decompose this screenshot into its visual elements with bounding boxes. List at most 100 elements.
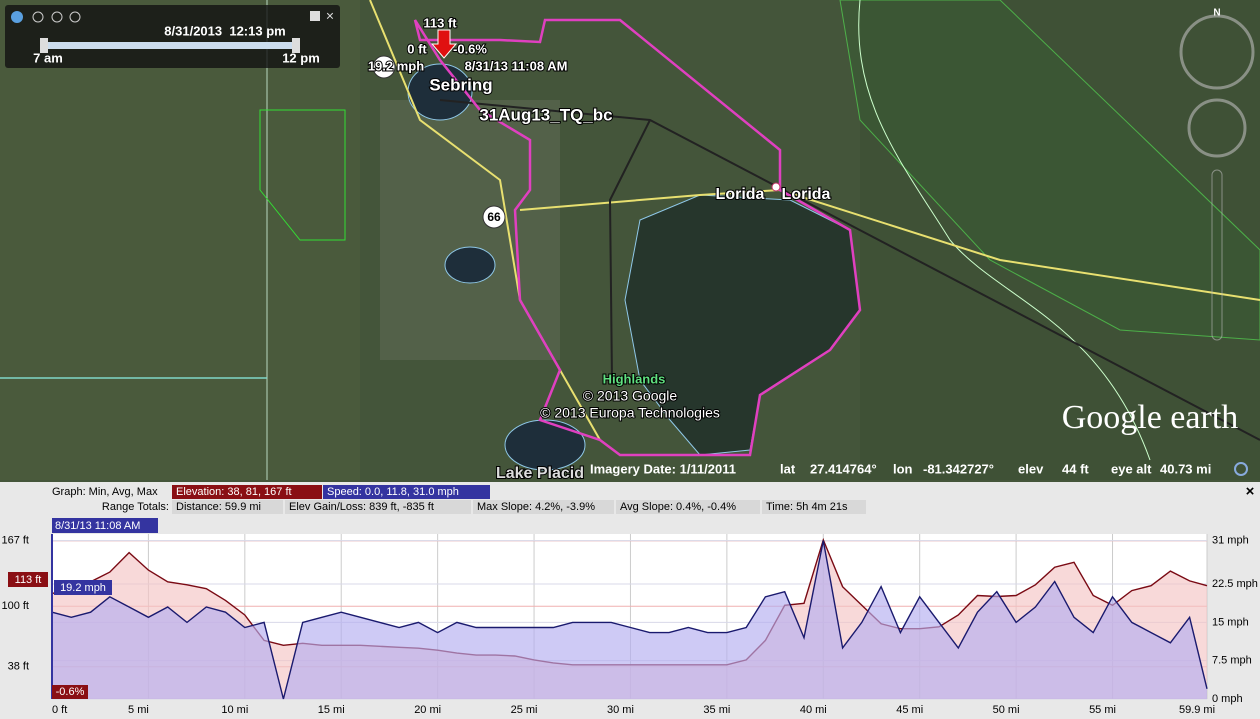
- logo: Google earth: [1062, 399, 1239, 436]
- range-box: [616, 500, 760, 514]
- cursor-time-box: [52, 518, 158, 533]
- compass-north[interactable]: N: [1213, 8, 1220, 19]
- map[interactable]: [0, 0, 1260, 482]
- map-label: 0 ft: [407, 41, 427, 56]
- place-label[interactable]: Sebring: [428, 74, 493, 95]
- speed-summary-box[interactable]: [323, 485, 490, 499]
- status-indicator: [1234, 462, 1248, 476]
- move-control[interactable]: [1187, 98, 1247, 158]
- y2-tick-label: 0 mph: [1212, 693, 1243, 705]
- imagery-date: Imagery Date: 1/11/2011: [590, 461, 736, 476]
- x-tick-label: 59.9 mi: [1179, 704, 1215, 716]
- eye-alt-value: 40.73 mi: [1160, 461, 1211, 476]
- cursor-speed-box: [54, 580, 112, 595]
- look-control[interactable]: [1179, 14, 1255, 90]
- slider-start: 7 am: [33, 50, 63, 65]
- time-total: Time: 5h 4m 21s: [766, 501, 848, 513]
- x-tick-label: 35 mi: [703, 704, 730, 716]
- place-label[interactable]: Lorida: [715, 185, 766, 204]
- x-tick-label: 45 mi: [896, 704, 923, 716]
- x-tick-label: 25 mi: [511, 704, 538, 716]
- cursor-speed: 19.2 mph: [60, 582, 106, 594]
- x-tick-label: 0 ft: [52, 704, 67, 716]
- road-shield: [482, 205, 506, 229]
- series-line: [51, 540, 1208, 700]
- eye-alt-label: eye alt: [1111, 461, 1152, 476]
- x-tick-label: 20 mi: [414, 704, 441, 716]
- range-box: [473, 500, 614, 514]
- slider-handle[interactable]: [292, 38, 300, 53]
- lat-label: lat: [780, 461, 796, 476]
- x-tick-label: 50 mi: [993, 704, 1020, 716]
- x-tick-label: 40 mi: [800, 704, 827, 716]
- parcel: [839, 0, 1260, 341]
- slider-track[interactable]: [40, 42, 300, 49]
- y-tick-label: 167 ft: [1, 535, 29, 547]
- range-box: [172, 500, 283, 514]
- lon-value: -81.342727°: [923, 461, 994, 476]
- cursor-slope: -0.6%: [56, 686, 85, 698]
- x-tick-label: 55 mi: [1089, 704, 1116, 716]
- copyright: © 2013 Europa Technologies: [540, 405, 720, 421]
- x-tick-label: 15 mi: [318, 704, 345, 716]
- time-button[interactable]: [11, 11, 23, 23]
- time-slider-panel: × 8/31/2013 12:13 pm 7 am 12 pm: [5, 5, 340, 68]
- x-tick-label: 5 mi: [128, 704, 149, 716]
- parcel: [259, 109, 346, 241]
- elevation-summary[interactable]: Elevation: 38, 81, 167 ft: [176, 486, 292, 498]
- range-box: [762, 500, 866, 514]
- range-label: Range Totals:: [102, 501, 169, 513]
- waypoint[interactable]: [771, 182, 781, 192]
- map-label: -0.6%: [453, 41, 487, 56]
- avg-slope: Avg Slope: 0.4%, -0.4%: [620, 501, 736, 513]
- x-tick-label: 10 mi: [221, 704, 248, 716]
- cursor-time: 8/31/13 11:08 AM: [55, 520, 140, 532]
- series-area: [52, 540, 1207, 699]
- place-label[interactable]: Lorida: [781, 185, 832, 204]
- status-bar: Imagery Date: 1/11/2011 lat 27.414764° l…: [590, 461, 1248, 476]
- settings-button[interactable]: [310, 11, 320, 21]
- region-label: Highlands: [603, 371, 666, 386]
- navigation-controls[interactable]: N: [1179, 8, 1255, 341]
- cursor-slope-box: [52, 685, 88, 699]
- distance: Distance: 59.9 mi: [176, 501, 261, 513]
- lat-value: 27.414764°: [810, 461, 877, 476]
- close-button[interactable]: ×: [1246, 483, 1255, 500]
- road-shield: [372, 55, 396, 79]
- copyright: © 2013 Google: [583, 388, 678, 404]
- play-button[interactable]: [69, 11, 81, 23]
- cursor-elevation-box: [8, 572, 48, 587]
- close-button[interactable]: ×: [326, 8, 334, 24]
- elev-gain-loss: Elev Gain/Loss: 839 ft, -835 ft: [289, 501, 434, 513]
- lake: [444, 246, 496, 284]
- lon-label: lon: [893, 461, 913, 476]
- zoom-slider[interactable]: [1211, 169, 1223, 341]
- elevation-summary-box[interactable]: [172, 485, 322, 499]
- range-box: [285, 500, 471, 514]
- y2-tick-label: 15 mph: [1212, 616, 1249, 628]
- road-number: 66: [487, 210, 501, 224]
- slider-handle[interactable]: [40, 38, 48, 53]
- map-label: 113 ft: [423, 15, 457, 30]
- speed-summary[interactable]: Speed: 0.0, 11.8, 31.0 mph: [327, 486, 459, 498]
- map-label: 19.2 mph: [368, 58, 424, 73]
- cursor-arrow: [430, 29, 458, 59]
- cursor-elevation: 113 ft: [15, 574, 42, 586]
- graph-label: Graph: Min, Avg, Max: [52, 486, 158, 498]
- panel: [5, 5, 340, 68]
- elev-value: 44 ft: [1062, 461, 1089, 476]
- y2-tick-label: 7.5 mph: [1212, 655, 1252, 667]
- elev-label: elev: [1018, 461, 1044, 476]
- river: [858, 0, 1151, 461]
- zoom-out-button[interactable]: [32, 11, 44, 23]
- y2-tick-label: 31 mph: [1212, 535, 1249, 547]
- zoom-in-button[interactable]: [51, 11, 63, 23]
- place-label[interactable]: Lake Placid: [495, 464, 585, 483]
- rail: [439, 99, 1260, 441]
- y-tick-label: 100 ft: [1, 600, 29, 612]
- track-label[interactable]: 31Aug13_TQ_bc: [478, 104, 613, 125]
- y-tick-label: 38 ft: [8, 661, 29, 673]
- track[interactable]: [413, 18, 862, 457]
- lake: [504, 419, 586, 471]
